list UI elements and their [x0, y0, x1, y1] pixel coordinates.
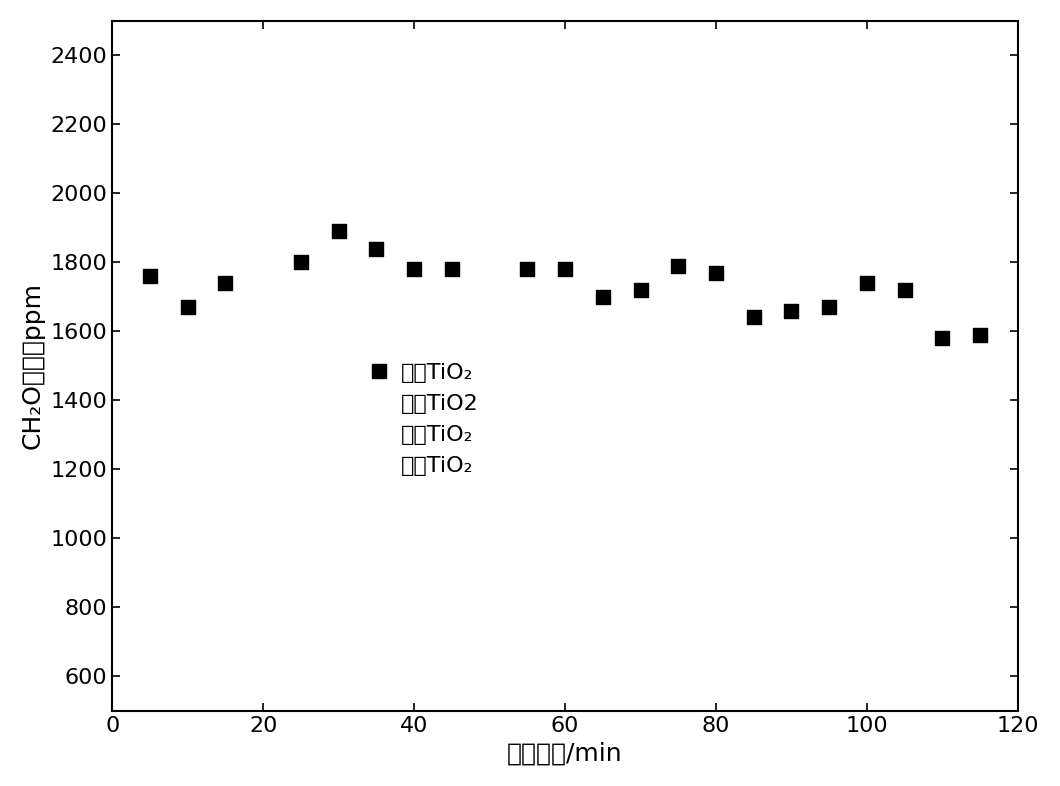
Point: [518, 263, 535, 275]
Point: [632, 284, 649, 296]
Legend: 不含TiO₂, 含有TiO2, 不含TiO₂, 含有TiO₂: 不含TiO₂, 含有TiO2, 不含TiO₂, 含有TiO₂: [368, 363, 479, 476]
Point: [179, 301, 196, 314]
X-axis label: 光照时间/min: 光照时间/min: [507, 741, 623, 765]
Point: [293, 256, 310, 269]
Point: [707, 266, 724, 279]
Y-axis label: CH₂O浓度／ppm: CH₂O浓度／ppm: [21, 282, 45, 450]
Point: [670, 259, 687, 272]
Point: [141, 270, 158, 282]
Point: [368, 242, 385, 255]
Point: [896, 284, 913, 296]
Point: [820, 301, 837, 314]
Point: [934, 332, 951, 344]
Point: [556, 263, 573, 275]
Point: [745, 311, 762, 324]
Point: [443, 263, 460, 275]
Point: [330, 225, 347, 237]
Point: [217, 277, 234, 289]
Point: [595, 291, 612, 303]
Point: [972, 329, 989, 341]
Point: [859, 277, 876, 289]
Point: [406, 263, 423, 275]
Point: [783, 304, 800, 317]
